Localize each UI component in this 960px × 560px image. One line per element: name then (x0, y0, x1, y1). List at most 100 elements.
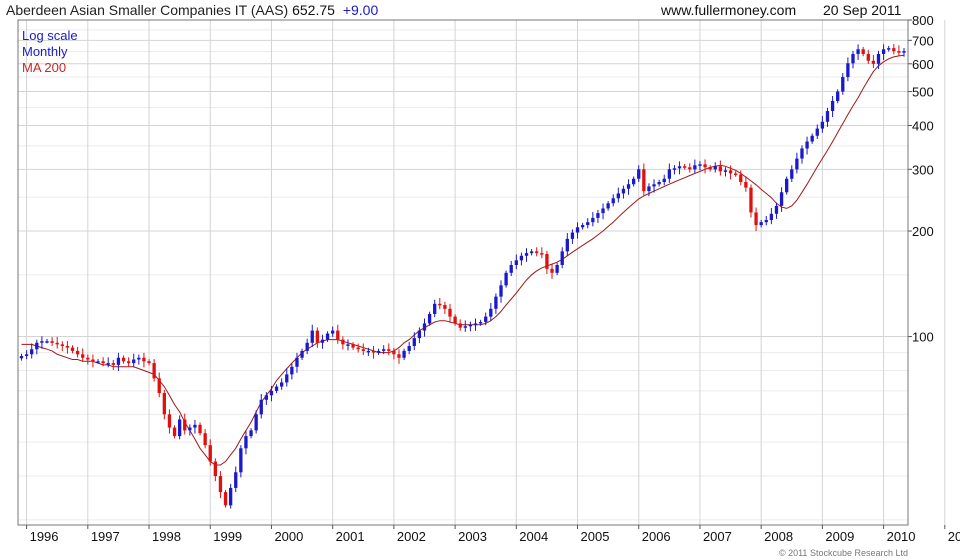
candle (203, 429, 207, 449)
candle-body (856, 49, 860, 54)
candle (336, 324, 340, 344)
candle (708, 165, 712, 172)
candle-body (269, 390, 274, 396)
plot-frame (17, 19, 909, 526)
candle (285, 368, 289, 387)
candle (484, 312, 488, 326)
candle (810, 133, 814, 144)
candle (642, 163, 646, 196)
candle-body (647, 186, 651, 192)
candle-body (183, 419, 187, 431)
candle (325, 331, 330, 342)
candle-body (555, 265, 559, 273)
x-tick-label: 2011 (948, 529, 960, 544)
y-tick-label: 500 (912, 85, 934, 100)
candle-body (769, 213, 774, 221)
x-tick-label: 2010 (887, 529, 916, 544)
candle-body (524, 253, 529, 256)
candle (631, 176, 636, 187)
candle-body (147, 361, 151, 364)
candle (208, 439, 212, 466)
candle-body (137, 357, 141, 360)
candle (320, 334, 325, 349)
x-tick-label: 2005 (581, 529, 610, 544)
candle-body (667, 169, 672, 179)
candle (177, 415, 182, 440)
candle-body (239, 448, 243, 473)
candle-body (50, 341, 54, 343)
candle-body (785, 178, 789, 193)
candle (846, 57, 850, 82)
candle-body (754, 212, 758, 226)
candle-body (382, 349, 386, 351)
candle-body (213, 461, 218, 477)
candle (785, 176, 789, 195)
x-tick-label: 1999 (213, 529, 242, 544)
candle (376, 348, 381, 355)
candle-body (540, 253, 544, 255)
x-tick-label: 2009 (825, 529, 854, 544)
candle-body (820, 121, 825, 129)
candle (55, 336, 59, 349)
candle (234, 466, 238, 493)
candle (274, 384, 279, 394)
candle (75, 346, 80, 358)
candle-body (193, 424, 197, 428)
candle-body (662, 178, 666, 183)
candle (682, 164, 687, 170)
candle-body (223, 492, 228, 506)
y-tick-label: 300 (912, 162, 934, 177)
candle-body (565, 238, 569, 252)
candle-body (866, 53, 870, 61)
legend-period: Monthly (22, 44, 68, 59)
candle-body (514, 260, 518, 266)
candle-body (851, 53, 855, 64)
candle-body (331, 330, 335, 334)
candle (50, 337, 54, 347)
candle (871, 54, 876, 68)
candle-body (198, 424, 202, 434)
candle (417, 327, 422, 344)
candle-body (672, 168, 677, 170)
ma-200-path (21, 54, 905, 466)
candle-body (91, 359, 95, 362)
candle-body (448, 308, 452, 317)
candle (361, 343, 365, 356)
candle-body (116, 357, 121, 365)
candle (152, 359, 156, 382)
candle (820, 115, 825, 133)
candle (157, 372, 161, 398)
candle (30, 343, 34, 359)
candle (356, 343, 360, 353)
candle (902, 47, 906, 57)
candle (397, 349, 401, 364)
candle (101, 357, 105, 367)
candle-body (126, 361, 131, 364)
candle-body (392, 350, 396, 355)
candle-body (744, 182, 748, 188)
candle-body (713, 166, 717, 170)
x-tick-label: 2000 (274, 529, 303, 544)
candle-body (494, 296, 498, 309)
candle (586, 218, 590, 229)
candle-body (24, 354, 29, 357)
candle (489, 302, 493, 321)
candle-body (361, 349, 365, 351)
candle (596, 209, 600, 224)
candle-body (570, 232, 575, 239)
chart-grid (18, 19, 946, 525)
candle (560, 247, 564, 269)
candle-body (30, 349, 34, 355)
y-tick-label: 800 (912, 13, 934, 28)
candle-body (152, 363, 156, 379)
candle (856, 44, 860, 61)
candle-body (422, 323, 427, 331)
candle-body (642, 169, 646, 192)
candle-body (836, 91, 840, 101)
website-link[interactable]: www.fullermoney.com (661, 2, 797, 18)
candle-body (60, 344, 64, 346)
candle-body (274, 386, 279, 391)
candle-body (234, 472, 238, 488)
candle (40, 336, 44, 349)
candle-body (560, 251, 564, 266)
